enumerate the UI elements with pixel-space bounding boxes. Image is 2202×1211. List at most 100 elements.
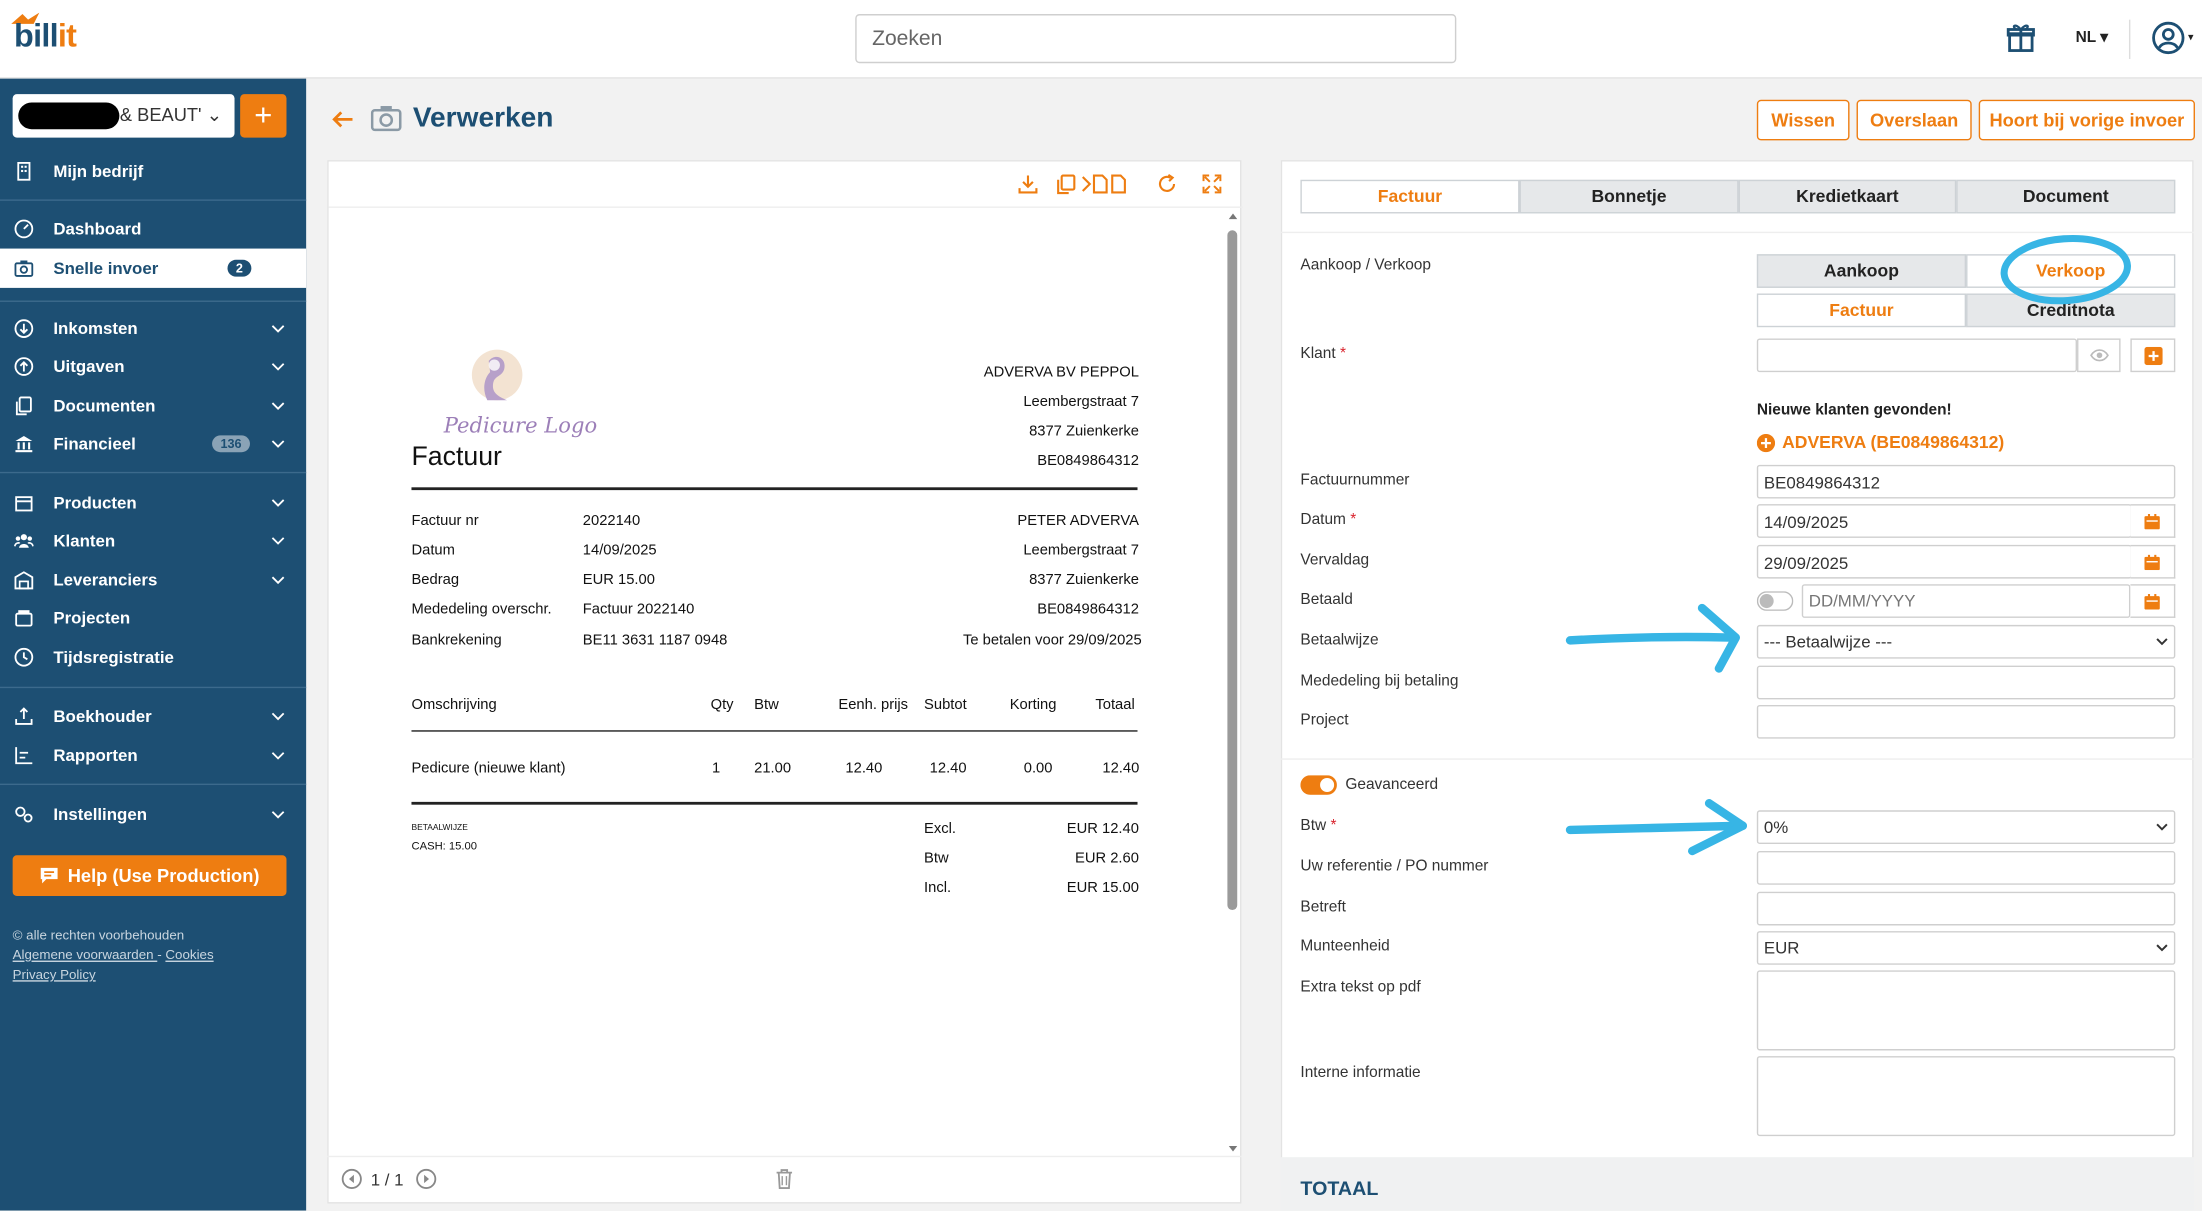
terms-link[interactable]: Algemene voorwaarden [12, 947, 158, 964]
currency-select[interactable]: EUR [1756, 931, 2176, 965]
sidebar-item-dashboard[interactable]: Dashboard [0, 209, 306, 248]
sidebar-item-klanten[interactable]: Klanten [0, 521, 306, 560]
sidebar-item-projecten[interactable]: Projecten [0, 598, 306, 637]
sidebar-item-financieel[interactable]: Financieel 136 [0, 424, 306, 463]
language-select[interactable]: NL ▾ [2075, 29, 2108, 47]
camera-icon [370, 106, 402, 132]
chevron-down-icon[interactable]: ▾ [2187, 30, 2194, 44]
seller-name: ADVERVA BV PEPPOL [983, 363, 1139, 381]
payment-method-select[interactable]: --- Betaalwijze --- [1756, 624, 2176, 659]
sidebar-item-tijdsregistratie[interactable]: Tijdsregistratie [0, 638, 306, 677]
line-cell: 12.40 [1102, 759, 1140, 777]
invoice-number-input[interactable]: BE0849864312 [1756, 464, 2176, 499]
view-client-button[interactable] [2077, 338, 2121, 373]
fullscreen-icon[interactable] [1201, 173, 1223, 195]
clear-button[interactable]: Wissen [1756, 99, 1850, 141]
payment-reference-input[interactable] [1756, 665, 2176, 700]
client-input[interactable] [1756, 338, 2078, 373]
building-icon [17, 161, 31, 181]
help-button[interactable]: Help (Use Production) [12, 855, 287, 896]
sidebar-item-label: Instellingen [53, 804, 148, 825]
advanced-toggle[interactable] [1300, 775, 1337, 795]
due-date-picker-button[interactable] [2130, 544, 2176, 579]
document-viewer [327, 160, 1243, 1204]
sidebar-item-rapporten[interactable]: Rapporten [0, 736, 306, 775]
scrollbar[interactable] [1226, 211, 1240, 1155]
tab-kredietkaart[interactable]: Kredietkaart [1738, 179, 1957, 214]
subject-input[interactable] [1756, 891, 2176, 926]
split-pages-icon[interactable] [1080, 173, 1136, 195]
calendar-icon [2144, 593, 2160, 609]
project-input[interactable] [1756, 704, 2176, 739]
meta-key: Mededeling overschr. [411, 601, 552, 618]
sidebar-item-boekhouder[interactable]: Boekhouder [0, 697, 306, 736]
trash-icon[interactable] [775, 1168, 793, 1189]
extra-pdf-text-input[interactable] [1756, 970, 2176, 1051]
add-button[interactable]: + [240, 94, 287, 138]
due-date-input[interactable]: 29/09/2025 [1756, 544, 2132, 579]
paid-toggle[interactable] [1756, 591, 1794, 611]
previous-entry-button[interactable]: Hoort bij vorige invoer [1978, 99, 2195, 141]
internal-info-input[interactable] [1756, 1056, 2176, 1137]
tab-bonnetje[interactable]: Bonnetje [1519, 179, 1739, 214]
buyer-line: Leembergstraat 7 [1023, 542, 1139, 559]
line-cell: 0.00 [1023, 759, 1053, 777]
previous-page-icon[interactable] [341, 1168, 362, 1189]
back-arrow-icon[interactable] [331, 108, 353, 130]
tab-factuur[interactable]: Factuur [1300, 179, 1520, 214]
divider [1280, 758, 2194, 760]
user-icon[interactable] [2151, 21, 2185, 55]
skip-button[interactable]: Overslaan [1856, 99, 1972, 141]
privacy-link[interactable]: Privacy Policy [12, 967, 96, 984]
sidebar: LS & BEAUT' ⌄ + Mijn bedrijf Dashboard S… [0, 78, 307, 1211]
seller-vat: BE0849864312 [1037, 452, 1139, 470]
buyer-line: Te betalen voor 29/09/2025 [962, 631, 1142, 649]
sidebar-item-label: Dashboard [53, 219, 142, 239]
download-icon[interactable] [1017, 173, 1039, 195]
search-input[interactable] [855, 14, 1457, 64]
vat-select[interactable]: 0% [1756, 810, 2176, 845]
sidebar-item-uitgaven[interactable]: Uitgaven [0, 347, 306, 386]
sidebar-item-instellingen[interactable]: Instellingen [0, 795, 306, 834]
divider [1280, 231, 2194, 234]
date-picker-button[interactable] [2130, 504, 2176, 538]
selected-value: 0% [1763, 817, 1789, 837]
users-icon [14, 534, 34, 548]
buyer-line: 8377 Zuienkerke [1029, 571, 1139, 589]
date-input[interactable]: 14/09/2025 [1756, 504, 2132, 538]
next-page-icon[interactable] [416, 1168, 437, 1189]
due-date-label: Vervaldag [1300, 551, 1370, 569]
sidebar-item-leveranciers[interactable]: Leveranciers [0, 560, 306, 599]
sidebar-item-snelle-invoer[interactable]: Snelle invoer 2 [0, 248, 307, 288]
sidebar-item-inkomsten[interactable]: Inkomsten [0, 309, 306, 348]
new-clients-notice: Nieuwe klanten gevonden! [1756, 401, 1952, 419]
cookies-link[interactable]: Cookies [165, 947, 214, 964]
sidebar-item-label: Inkomsten [53, 318, 138, 339]
chevron-down-icon [2156, 944, 2168, 952]
scrollbar-thumb[interactable] [1227, 230, 1238, 911]
calendar-icon [2144, 554, 2160, 570]
sidebar-item-documenten[interactable]: Documenten [0, 386, 306, 425]
copyright-text: © alle rechten voorbehouden [12, 928, 185, 944]
column-header: Qty [710, 696, 734, 714]
rotate-icon[interactable] [1156, 173, 1178, 195]
segment-factuur[interactable]: Factuur [1756, 293, 1967, 328]
po-reference-input[interactable] [1756, 851, 2176, 885]
segment-aankoop[interactable]: Aankoop [1756, 254, 1967, 288]
selected-value: --- Betaalwijze --- [1763, 631, 1893, 652]
paid-date-input[interactable] [1801, 584, 2131, 618]
billit-logo[interactable]: billit [14, 16, 77, 54]
total-key: Btw [924, 849, 949, 867]
sidebar-item-producten[interactable]: Producten [0, 483, 306, 522]
warehouse-icon [14, 571, 34, 590]
paid-date-picker-button[interactable] [2130, 584, 2176, 618]
chevron-down-icon [271, 712, 285, 721]
gift-icon[interactable] [2005, 22, 2036, 53]
copy-icon[interactable] [1055, 173, 1077, 195]
sidebar-item-mijn-bedrijf[interactable]: Mijn bedrijf [0, 152, 306, 191]
suggested-client-link[interactable]: ADVERVA (BE0849864312) [1756, 433, 2004, 452]
separator: - [157, 947, 166, 964]
arrow-up-circle-icon [14, 357, 34, 376]
tab-document[interactable]: Document [1956, 179, 2176, 214]
add-client-button[interactable] [2130, 338, 2176, 373]
